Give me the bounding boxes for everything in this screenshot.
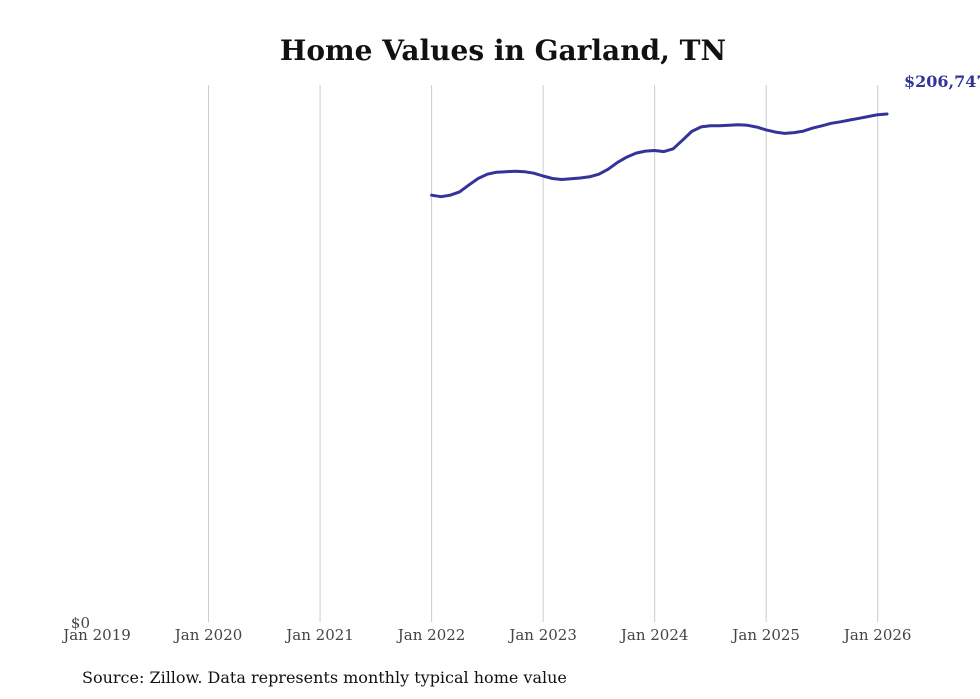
x-tick-label: Jan 2021 — [284, 626, 354, 644]
x-axis-ticks: Jan 2019 Jan 2020 Jan 2021 Jan 2022 Jan 2023… — [61, 626, 911, 644]
x-tick-label: Jan 2019 — [61, 626, 131, 644]
chart-title: Home Values in Garland, TN — [280, 34, 726, 67]
x-tick-label: Jan 2025 — [730, 626, 800, 644]
x-tick-label: Jan 2020 — [173, 626, 243, 644]
x-tick-label: Jan 2024 — [619, 626, 689, 644]
x-tick-label: Jan 2022 — [396, 626, 466, 644]
x-tick-label: Jan 2026 — [842, 626, 912, 644]
end-value-label: $206,747 — [904, 72, 980, 91]
source-note: Source: Zillow. Data represents monthly … — [82, 668, 567, 687]
gridlines — [208, 85, 879, 622]
x-tick-label: Jan 2023 — [507, 626, 577, 644]
series-line — [430, 112, 889, 199]
y-axis-tick-label: $0 — [71, 614, 90, 632]
